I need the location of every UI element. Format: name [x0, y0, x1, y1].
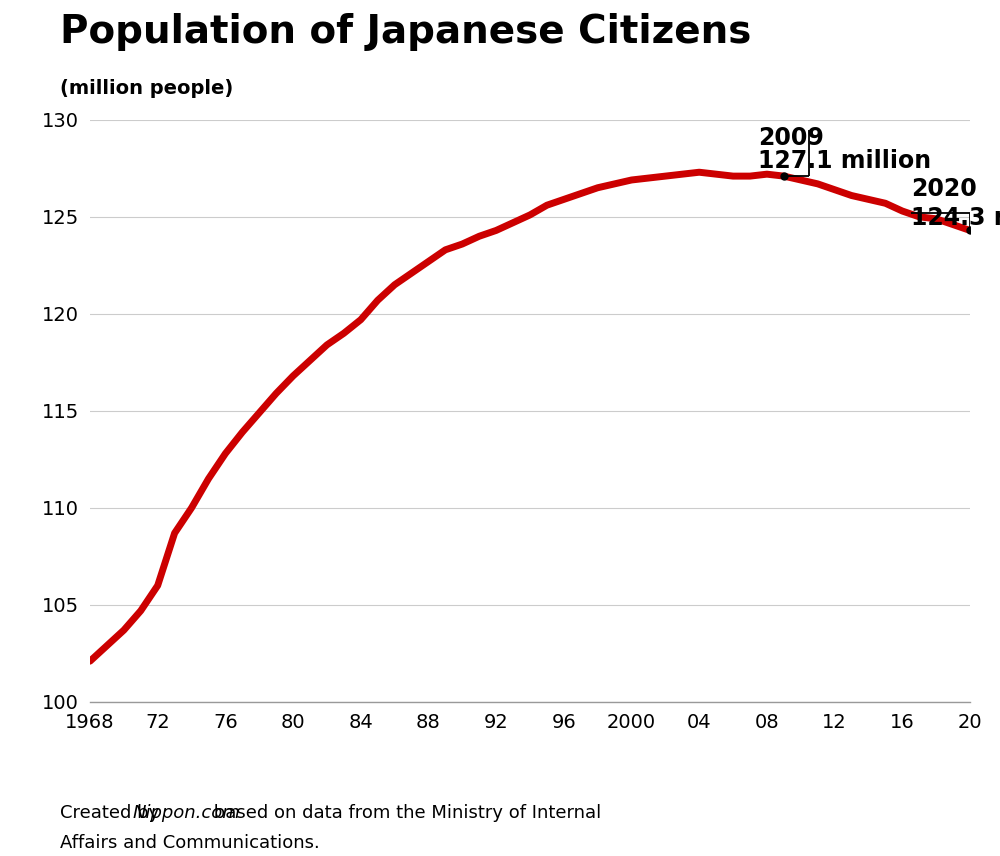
Text: Population of Japanese Citizens: Population of Japanese Citizens [60, 14, 751, 51]
Text: (million people): (million people) [60, 80, 233, 98]
Text: 127.1 million: 127.1 million [758, 149, 932, 173]
Text: 2009: 2009 [758, 126, 824, 150]
Text: 124.3 million: 124.3 million [911, 206, 1000, 230]
Text: Created by: Created by [60, 804, 165, 822]
Text: Nippon.com: Nippon.com [133, 804, 241, 822]
Text: Affairs and Communications.: Affairs and Communications. [60, 834, 320, 852]
Text: 2020: 2020 [911, 177, 977, 201]
Text: based on data from the Ministry of Internal: based on data from the Ministry of Inter… [208, 804, 601, 822]
